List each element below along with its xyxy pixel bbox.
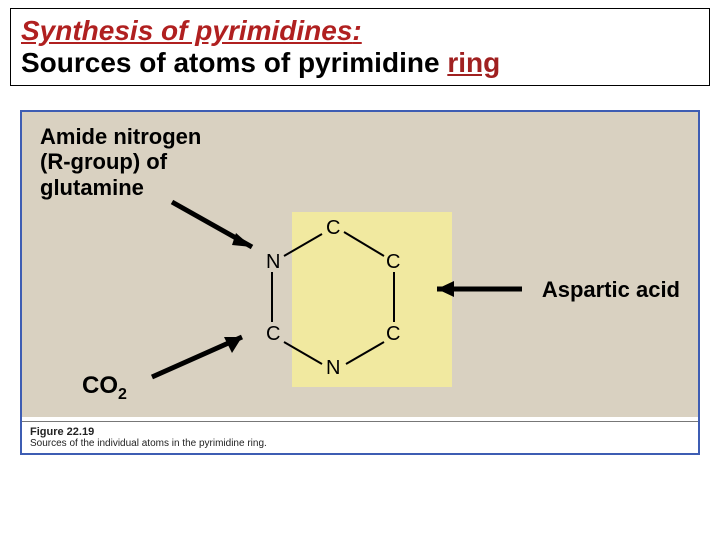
bond-1	[284, 234, 322, 256]
label-glutamine-l2: (R-group) of	[40, 149, 250, 174]
atom-C3: C	[386, 323, 400, 345]
label-co2: CO2	[82, 372, 127, 404]
arrow-glutamine	[162, 197, 272, 267]
arrow-co2	[142, 327, 262, 387]
arrow-aspartic	[422, 277, 532, 307]
diagram-frame: Amide nitrogen (R-group) of glutamine As…	[20, 110, 700, 455]
figure-caption: Figure 22.19 Sources of the individual a…	[22, 421, 698, 453]
subtitle-emph: ring	[447, 47, 500, 78]
label-aspartic: Aspartic acid	[542, 277, 680, 302]
atom-C2: C	[386, 251, 400, 273]
caption-text: Sources of the individual atoms in the p…	[30, 438, 690, 449]
bond-5	[284, 342, 322, 364]
co2-base: CO	[82, 372, 118, 399]
title-colon: :	[352, 15, 361, 46]
label-glutamine: Amide nitrogen (R-group) of glutamine	[40, 124, 250, 200]
bond-4	[346, 342, 384, 364]
title-line-2: Sources of atoms of pyrimidine ring	[21, 47, 699, 79]
title-line-1: Synthesis of pyrimidines:	[21, 15, 699, 47]
atom-N2: N	[326, 357, 340, 379]
bond-2	[344, 232, 384, 256]
co2-sub: 2	[118, 386, 127, 403]
label-glutamine-l1: Amide nitrogen	[40, 124, 250, 149]
title-box: Synthesis of pyrimidines: Sources of ato…	[10, 8, 710, 86]
atom-C4: C	[266, 323, 280, 345]
figure-panel: Amide nitrogen (R-group) of glutamine As…	[22, 112, 698, 417]
title-main: Synthesis of pyrimidines	[21, 15, 352, 46]
caption-fig: Figure 22.19	[30, 426, 690, 438]
subtitle-pre: Sources of atoms of pyrimidine	[21, 47, 447, 78]
atom-C1: C	[326, 217, 340, 239]
